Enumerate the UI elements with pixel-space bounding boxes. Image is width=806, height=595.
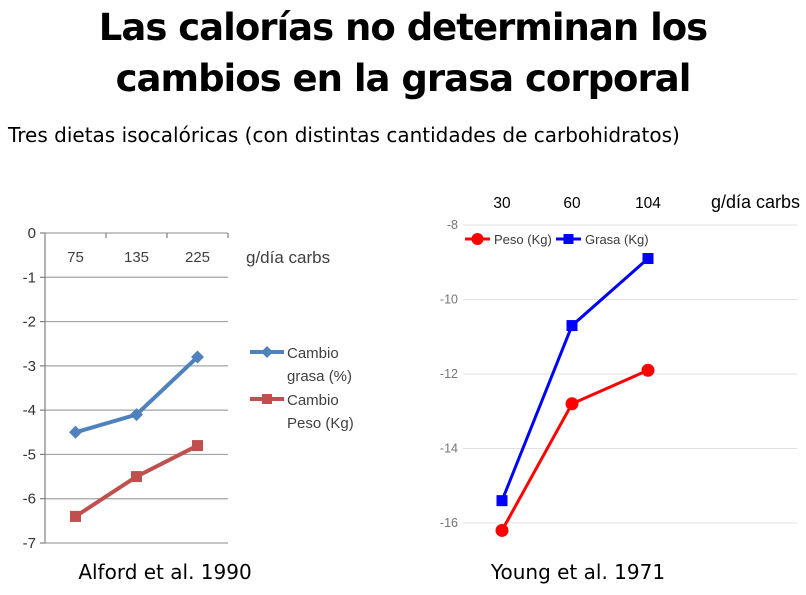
alford-chart-caption: Alford et al. 1990	[78, 560, 252, 584]
y-tick-label: -10	[440, 293, 458, 307]
x-tick-label: 75	[67, 249, 84, 266]
data-point-marker	[642, 253, 654, 265]
data-point-marker	[565, 397, 579, 411]
y-tick-label: -8	[447, 218, 458, 232]
data-point-marker	[641, 363, 655, 377]
slide-title: Las calorías no determinan los cambios e…	[0, 2, 806, 104]
data-point-marker	[566, 320, 578, 332]
x-tick-label: 104	[635, 195, 661, 212]
slide-title-line1: Las calorías no determinan los	[98, 6, 708, 49]
data-point-marker	[191, 350, 204, 364]
y-tick-label: -12	[440, 367, 458, 381]
x-axis-unit-label: g/día carbs	[711, 192, 800, 212]
legend-marker	[262, 394, 272, 404]
y-tick-label: -7	[23, 535, 36, 552]
data-point-marker	[192, 440, 203, 452]
legend-marker	[471, 233, 484, 245]
legend-marker	[563, 234, 574, 244]
data-point-marker	[130, 408, 143, 422]
young-chart-caption: Young et al. 1971	[490, 560, 666, 584]
y-tick-label: -5	[23, 446, 36, 463]
legend-marker	[261, 346, 273, 358]
y-tick-label: -14	[440, 442, 458, 456]
x-tick-label: 135	[124, 249, 149, 266]
legend-label: Peso (Kg)	[494, 232, 552, 247]
y-tick-label: -6	[23, 491, 36, 508]
x-tick-label: 225	[185, 249, 210, 266]
y-tick-label: -4	[23, 402, 36, 419]
y-tick-label: -2	[23, 314, 36, 331]
x-tick-label: 30	[493, 195, 511, 212]
data-point-marker	[496, 495, 508, 507]
young-line-chart: -8 -10 -12 -14 -16 30 60 104 g/día carbs Peso (Kg…	[440, 192, 800, 537]
alford-line-chart: 0 -1 -2 -3 -4 -5 -6 -7 75 135 225 g/día carbs Cambio…	[23, 225, 354, 552]
legend-label: Cambio	[287, 345, 339, 362]
legend-label: grasa (%)	[287, 368, 352, 385]
y-tick-label: -16	[440, 516, 458, 530]
legend-label: Grasa (Kg)	[585, 232, 649, 247]
y-tick-label: -1	[23, 269, 36, 286]
y-tick-label: -3	[23, 358, 36, 375]
x-tick-label: 60	[563, 195, 581, 212]
data-point-marker	[69, 425, 82, 439]
series-line	[500, 368, 650, 532]
data-point-marker	[131, 471, 142, 483]
legend-label: Peso (Kg)	[287, 415, 354, 432]
y-tick-label: 0	[28, 225, 36, 242]
slide-subtitle: Tres dietas isocalóricas (con distintas …	[8, 123, 680, 147]
data-point-marker	[495, 523, 509, 537]
slide-title-line2: cambios en la grasa corporal	[115, 57, 692, 100]
data-point-marker	[70, 510, 81, 522]
x-axis-unit-label: g/día carbs	[246, 248, 330, 267]
legend-label: Cambio	[287, 392, 339, 409]
